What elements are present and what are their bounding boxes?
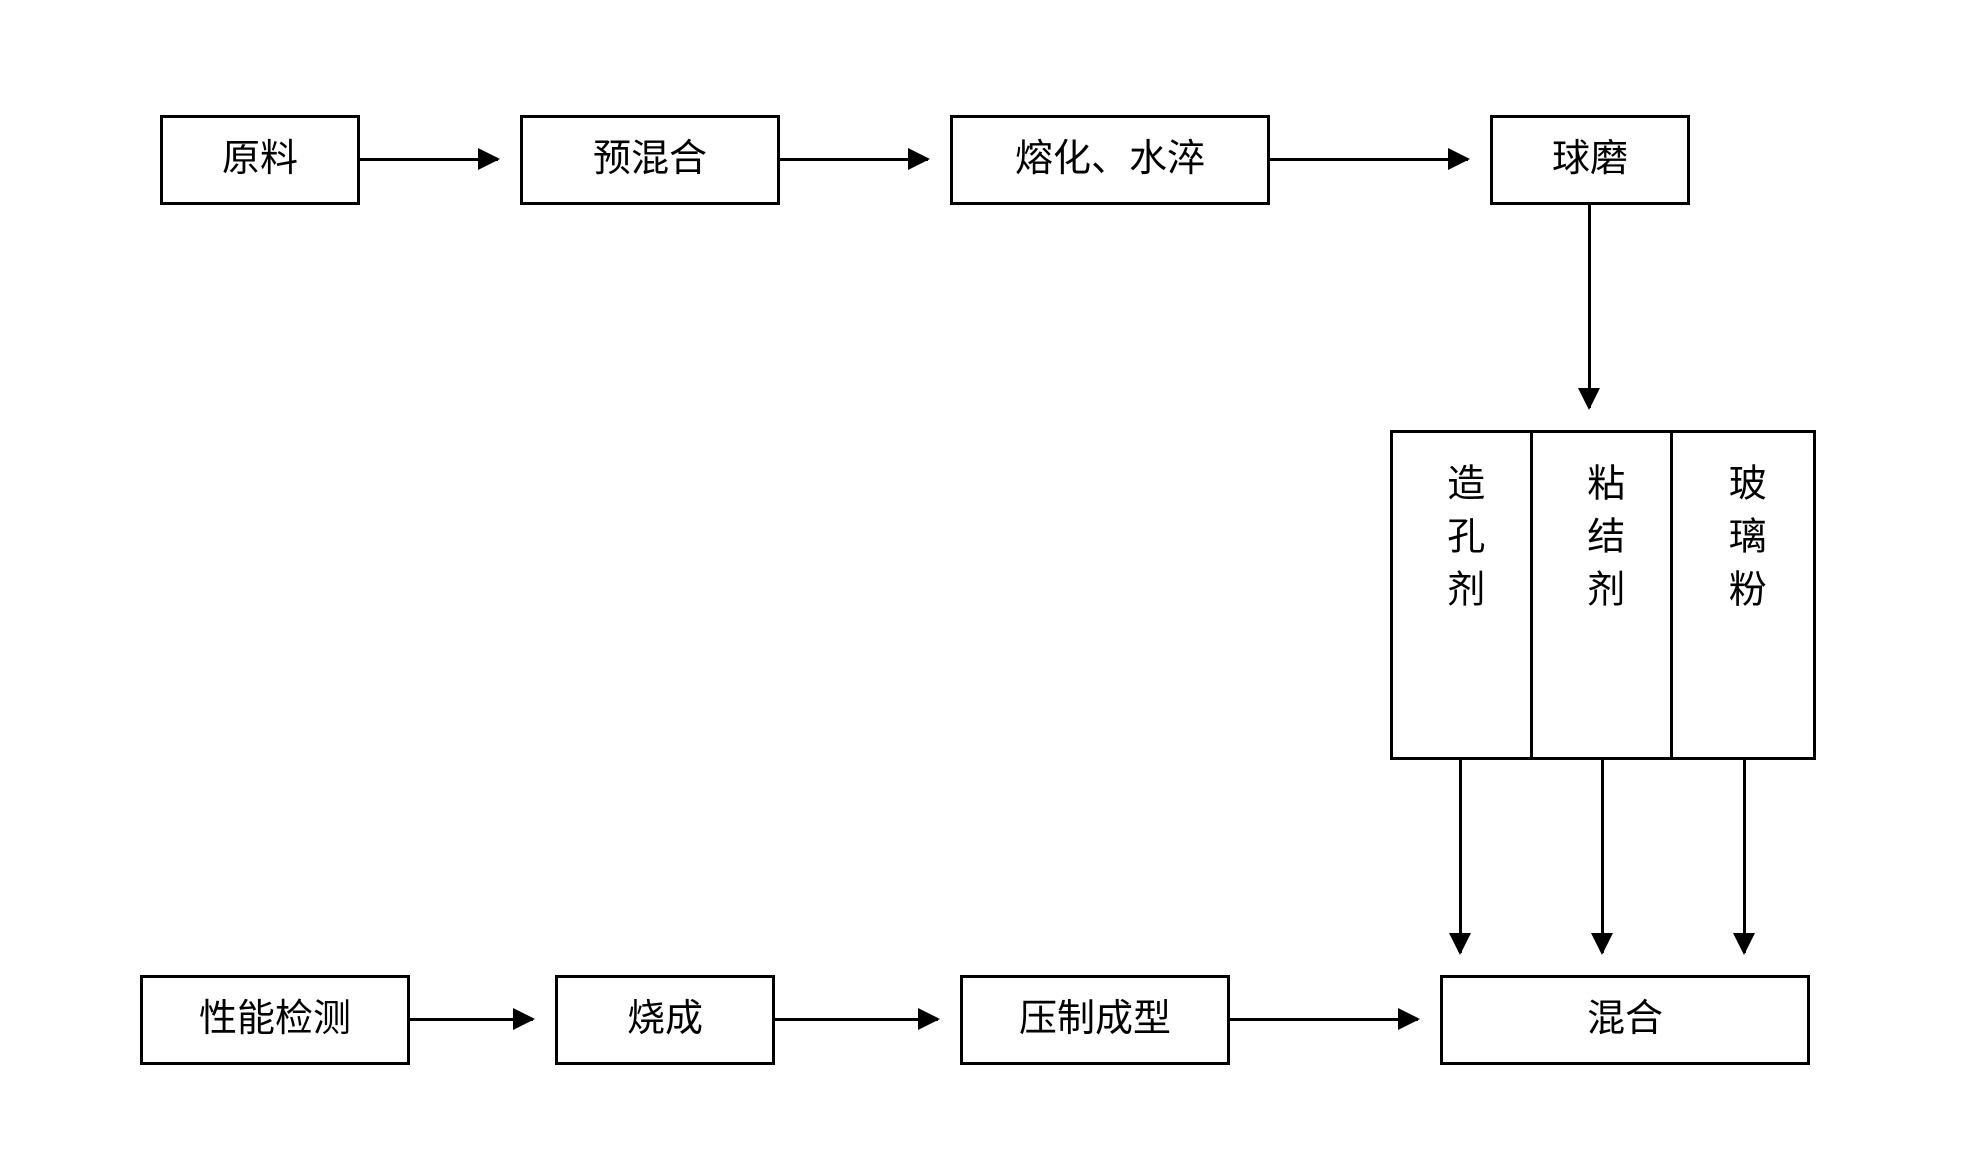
node-premix: 预混合 bbox=[520, 115, 780, 205]
node-test-label: 性能检测 bbox=[199, 993, 351, 1046]
three-box-cell-1-label: 造孔剂 bbox=[1427, 463, 1495, 622]
node-ball-mill: 球磨 bbox=[1490, 115, 1690, 205]
arrow-fire-to-press bbox=[775, 1018, 938, 1021]
node-fire: 烧成 bbox=[555, 975, 775, 1065]
arrow-test-to-fire bbox=[410, 1018, 533, 1021]
node-premix-label: 预混合 bbox=[593, 133, 707, 186]
node-three-box: 造孔剂 粘结剂 玻璃粉 bbox=[1390, 430, 1816, 760]
arrow-premix-to-melt bbox=[780, 158, 928, 161]
node-press-label: 压制成型 bbox=[1019, 993, 1171, 1046]
arrow-melt-to-ball bbox=[1270, 158, 1468, 161]
node-melt-quench-label: 熔化、水淬 bbox=[1015, 133, 1205, 186]
three-box-cell-1: 造孔剂 bbox=[1393, 433, 1533, 757]
node-raw-material: 原料 bbox=[160, 115, 360, 205]
arrow-ball-to-threebox bbox=[1588, 205, 1591, 408]
arrow-threebox3-to-mix bbox=[1743, 760, 1746, 953]
arrow-threebox2-to-mix bbox=[1601, 760, 1604, 953]
three-box-cell-2: 粘结剂 bbox=[1533, 433, 1673, 757]
node-mix: 混合 bbox=[1440, 975, 1810, 1065]
node-fire-label: 烧成 bbox=[627, 993, 703, 1046]
node-test: 性能检测 bbox=[140, 975, 410, 1065]
arrow-raw-to-premix bbox=[360, 158, 498, 161]
three-box-cell-3: 玻璃粉 bbox=[1673, 433, 1813, 757]
three-box-cell-3-label: 玻璃粉 bbox=[1709, 463, 1777, 622]
node-mix-label: 混合 bbox=[1587, 993, 1663, 1046]
arrow-threebox1-to-mix bbox=[1459, 760, 1462, 953]
node-ball-mill-label: 球磨 bbox=[1552, 133, 1628, 186]
node-press: 压制成型 bbox=[960, 975, 1230, 1065]
arrow-press-to-mix bbox=[1230, 1018, 1418, 1021]
three-box-cell-2-label: 粘结剂 bbox=[1567, 463, 1635, 622]
node-melt-quench: 熔化、水淬 bbox=[950, 115, 1270, 205]
node-raw-material-label: 原料 bbox=[222, 133, 298, 186]
